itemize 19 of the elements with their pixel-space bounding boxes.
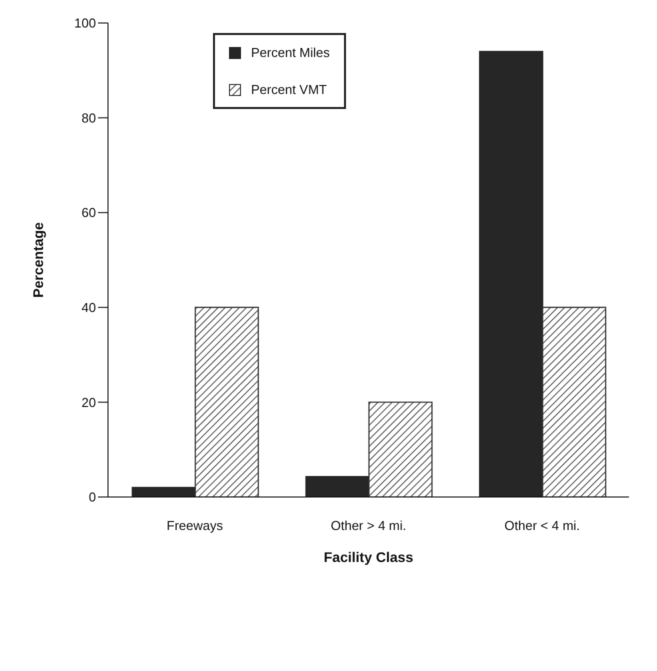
y-tick-label: 20 bbox=[82, 394, 96, 410]
y-tick-label: 100 bbox=[74, 16, 96, 31]
bar bbox=[479, 50, 544, 497]
bar bbox=[368, 402, 433, 497]
legend-label: Percent Miles bbox=[251, 45, 330, 60]
bar bbox=[194, 306, 259, 497]
x-axis-title: Facility Class bbox=[324, 549, 414, 565]
y-tick-label: 80 bbox=[82, 110, 96, 126]
bar bbox=[305, 476, 370, 497]
x-tick-label: Freeways bbox=[166, 518, 224, 534]
y-tick-label: 60 bbox=[82, 205, 96, 220]
x-tick-label: Other < 4 mi. bbox=[504, 518, 580, 534]
y-tick-label: 0 bbox=[88, 490, 96, 505]
y-axis-title: Percentage bbox=[30, 222, 46, 298]
x-tick-label: Other > 4 mi. bbox=[330, 518, 406, 534]
y-tick-label: 40 bbox=[82, 300, 96, 316]
legend-label: Percent VMT bbox=[251, 82, 327, 97]
bar bbox=[542, 306, 606, 497]
bar bbox=[132, 486, 196, 497]
